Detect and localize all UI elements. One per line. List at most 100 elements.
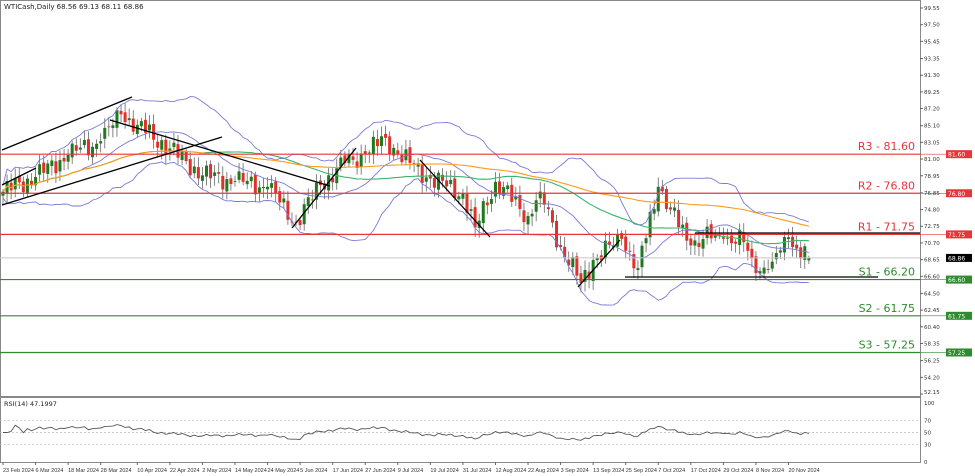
candle-body	[559, 245, 563, 248]
candle-body	[742, 232, 746, 243]
candle-body	[359, 153, 363, 167]
candle-body	[701, 239, 705, 249]
candle-body	[770, 261, 774, 269]
candle	[774, 245, 778, 265]
candle-body	[461, 193, 465, 199]
candle	[257, 180, 261, 202]
y-tick-label: 70.70	[924, 241, 940, 247]
candle-body	[119, 110, 123, 115]
candle-body	[123, 112, 127, 123]
candle-body	[257, 187, 261, 193]
candle-body	[518, 195, 522, 209]
candle	[677, 200, 681, 235]
candle	[546, 200, 550, 216]
x-tick-label: 6 Mar 2024	[36, 468, 64, 474]
candle-body	[514, 196, 518, 200]
candle	[9, 173, 13, 200]
candle-body	[526, 216, 530, 225]
candle	[632, 244, 636, 278]
candle	[29, 173, 33, 189]
candle	[217, 162, 221, 184]
candle-body	[648, 211, 652, 238]
candle-body	[530, 213, 534, 217]
candle-body	[432, 178, 436, 188]
candle-body	[286, 200, 290, 220]
candle-body	[498, 181, 502, 194]
candle-body	[628, 250, 632, 252]
candle-body	[489, 198, 493, 204]
candle-body	[21, 181, 25, 193]
candles	[1, 103, 811, 293]
candle	[314, 174, 318, 210]
candle	[754, 251, 758, 282]
candle	[656, 177, 660, 217]
candle	[209, 160, 213, 188]
candle-body	[343, 155, 347, 164]
candle-body	[229, 178, 233, 185]
candle-body	[441, 174, 445, 181]
candle-body	[314, 182, 318, 200]
candle	[143, 112, 147, 140]
candle	[107, 117, 111, 137]
candle-body	[603, 240, 607, 259]
candle-body	[29, 180, 33, 186]
candle	[119, 105, 123, 123]
candle-body	[42, 162, 46, 173]
candle	[620, 230, 624, 246]
candle-body	[652, 209, 656, 214]
rsi-line	[3, 424, 810, 441]
candle-body	[253, 174, 257, 195]
candle-body	[217, 172, 221, 174]
candle	[196, 157, 200, 186]
y-tick-label: 58.35	[924, 342, 940, 348]
candle	[131, 110, 135, 136]
trendline	[109, 119, 331, 187]
candle	[428, 166, 432, 189]
candle-body	[754, 256, 758, 274]
candle	[13, 168, 17, 198]
candle	[721, 227, 725, 244]
candle-body	[546, 207, 550, 210]
y-tick-label: 99.55	[924, 6, 940, 12]
x-tick-label: 27 Jun 2024	[365, 468, 395, 474]
level-price-box	[946, 275, 972, 284]
level-price-box	[946, 311, 972, 320]
candle-body	[473, 207, 477, 228]
candle	[791, 226, 795, 257]
candle-body	[579, 273, 583, 283]
candle-body	[766, 269, 770, 270]
candle	[485, 196, 489, 215]
candle-body	[66, 154, 70, 162]
candle-body	[278, 191, 282, 203]
candle-body	[168, 148, 172, 152]
candle-body	[111, 125, 115, 128]
candle-body	[412, 163, 416, 165]
candle	[673, 198, 677, 218]
candle-body	[595, 257, 599, 261]
candle-body	[13, 178, 17, 190]
candle-body	[347, 154, 351, 164]
candle-body	[131, 118, 135, 132]
candle	[445, 171, 449, 192]
candle	[192, 157, 196, 179]
candle-body	[70, 143, 74, 158]
candle	[746, 232, 750, 261]
candle	[237, 162, 241, 184]
candle	[762, 260, 766, 279]
x-tick-label: 28 Mar 2024	[101, 468, 132, 474]
candle-body	[636, 268, 640, 271]
candle-body	[660, 186, 664, 192]
candle	[652, 199, 656, 221]
candle-body	[148, 124, 152, 131]
candle	[46, 160, 50, 183]
candle	[58, 150, 62, 181]
candle-body	[188, 159, 192, 176]
current-price-box	[946, 253, 972, 262]
candle	[380, 126, 384, 155]
candle-body	[778, 250, 782, 253]
candle	[62, 149, 66, 171]
candle	[689, 235, 693, 256]
y-tick-label: 91.30	[924, 73, 940, 79]
candle	[644, 233, 648, 253]
